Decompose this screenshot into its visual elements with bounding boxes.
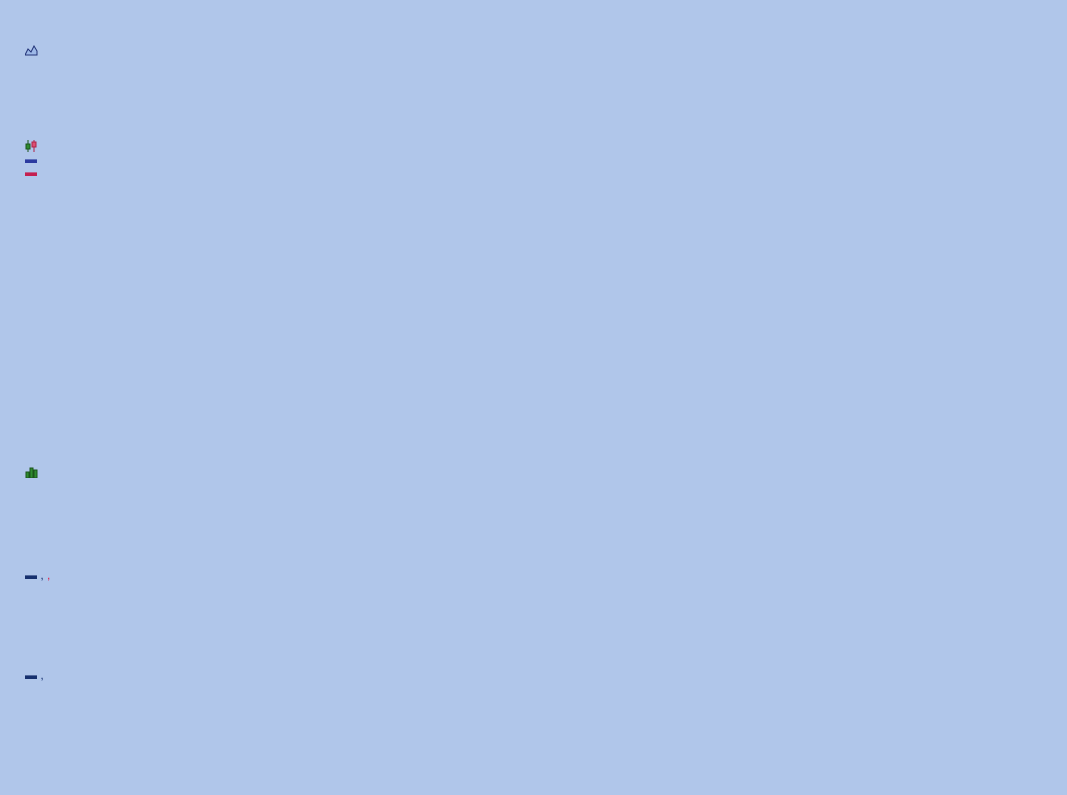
candlestick-icon	[25, 140, 37, 152]
ma50-legend: ▬	[25, 152, 37, 166]
ma50-line-icon: ▬	[25, 152, 37, 166]
sto-line-icon: ▬	[25, 668, 37, 682]
volume-bars-icon	[25, 467, 38, 479]
macd-legend: ▬ , ,	[25, 568, 51, 582]
volume-legend	[25, 466, 38, 480]
ma200-line-icon: ▬	[25, 165, 37, 179]
rsi-area-icon	[24, 44, 38, 56]
rsi-legend	[24, 44, 38, 58]
macd-line-icon: ▬	[25, 568, 37, 582]
price-legend	[25, 139, 38, 153]
quote-bar	[947, 22, 989, 36]
sto-legend: ▬ ,	[25, 668, 44, 682]
ma200-legend: ▬	[25, 165, 37, 179]
